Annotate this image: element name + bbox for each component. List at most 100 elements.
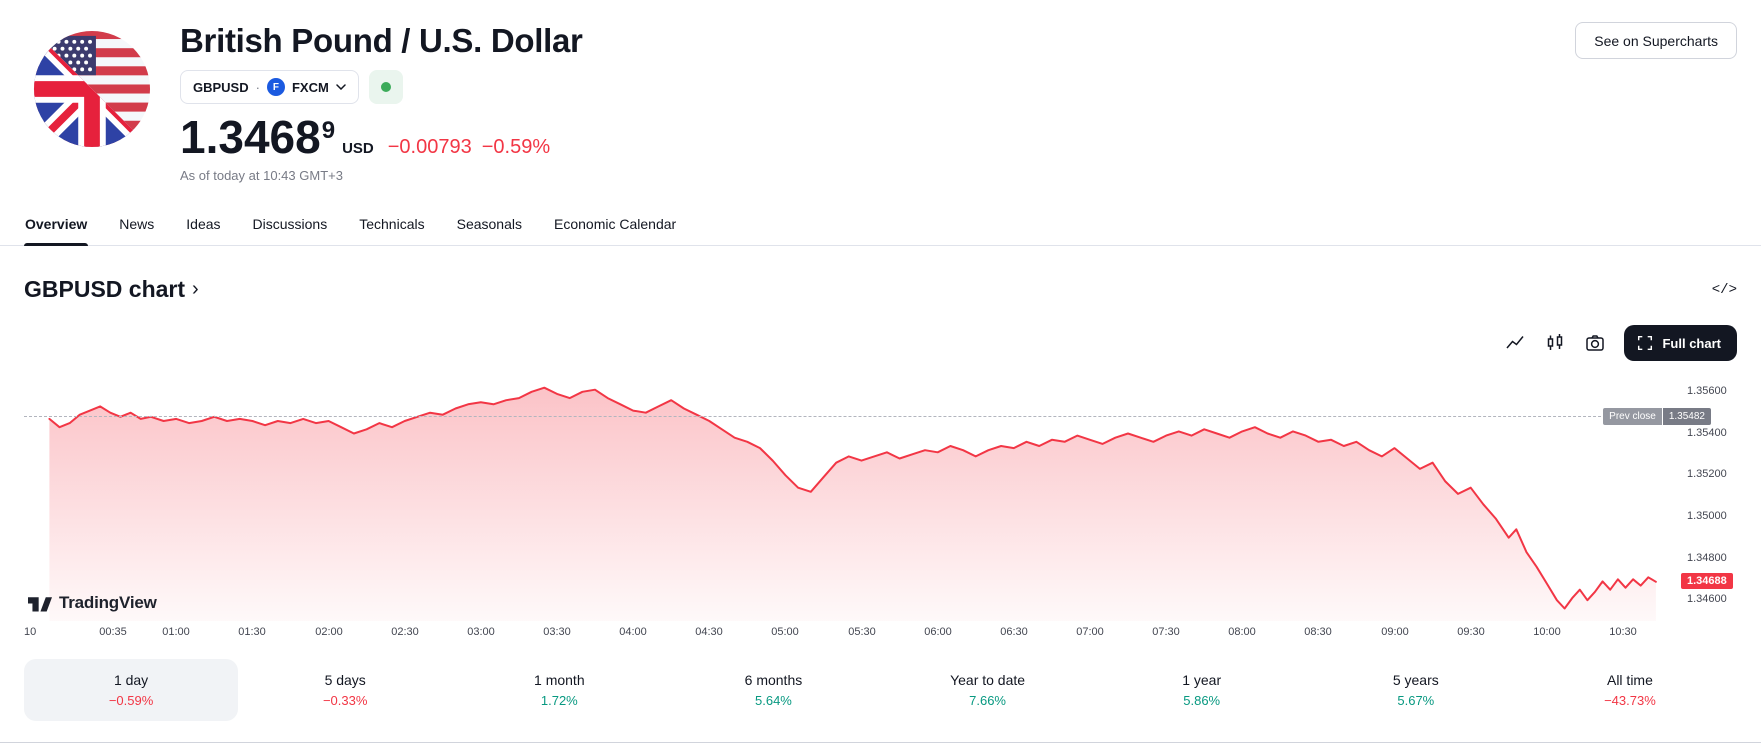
symbol-source-selector[interactable]: GBPUSD · F FXCM xyxy=(180,70,359,104)
time-axis-label: 10:00 xyxy=(1533,626,1561,638)
price-scale-label: 1.34600 xyxy=(1687,593,1727,606)
price-scale-label: 1.34800 xyxy=(1687,551,1727,564)
time-axis-label: 10 xyxy=(24,626,37,638)
time-axis-label: 04:00 xyxy=(619,626,647,638)
range-label: All time xyxy=(1606,672,1653,688)
time-axis-label: 02:30 xyxy=(391,626,419,638)
price-chart: TradingView Prev close 1.35482 1.34688 1… xyxy=(24,371,1737,621)
chart-section-title: GBPUSD chart xyxy=(24,276,186,302)
area-chart-style-button[interactable] xyxy=(1498,326,1532,360)
symbol-tabs: Overview News Ideas Discussions Technicals Se… xyxy=(0,207,1761,246)
price-change-percent: −0.59% xyxy=(481,136,551,158)
gbpusd-pair-flag-logo xyxy=(33,30,151,148)
time-axis-label: 03:00 xyxy=(467,626,495,638)
time-axis-label: 07:00 xyxy=(1076,626,1104,638)
time-axis-label: 04:30 xyxy=(695,626,723,638)
tradingview-watermark: TradingView xyxy=(28,593,157,613)
price-scale-label: 1.35200 xyxy=(1687,468,1727,481)
chart-toolbar: Full chart xyxy=(0,325,1761,361)
area-series xyxy=(48,386,1657,621)
prev-close-line xyxy=(24,416,1661,417)
price-change: −0.00793 −0.59% xyxy=(388,136,550,159)
tradingview-logo-icon xyxy=(28,596,52,611)
snapshot-button[interactable] xyxy=(1578,326,1612,360)
price-change-absolute: −0.00793 xyxy=(387,136,472,158)
tab-economic-calendar[interactable]: Economic Calendar xyxy=(553,207,677,245)
range-label: 5 years xyxy=(1392,672,1439,688)
chart-section: GBPUSD chart › </> xyxy=(0,276,1761,645)
range-label: Year to date xyxy=(950,672,1026,688)
time-range-bar: 1 day −0.59% 5 days −0.33% 1 month 1.72% 6 mon… xyxy=(24,659,1737,721)
range-label: 1 day xyxy=(113,672,149,688)
prev-close-badge: Prev close 1.35482 xyxy=(1603,408,1711,425)
range-change: 7.66% xyxy=(969,693,1006,708)
time-axis-label: 10:30 xyxy=(1609,626,1637,638)
time-axis-label: 08:30 xyxy=(1304,626,1332,638)
range-year-to-date[interactable]: Year to date 7.66% xyxy=(881,659,1095,721)
time-axis-label: 03:30 xyxy=(543,626,571,638)
range-change: −0.59% xyxy=(108,693,154,708)
see-on-supercharts-button[interactable]: See on Supercharts xyxy=(1575,22,1737,59)
tab-news[interactable]: News xyxy=(118,207,155,245)
range-change: 5.86% xyxy=(1183,693,1221,708)
tab-technicals[interactable]: Technicals xyxy=(358,207,425,245)
range-1-month[interactable]: 1 month 1.72% xyxy=(452,659,666,721)
chevron-right-icon: › xyxy=(192,278,199,300)
area-chart-icon xyxy=(1506,336,1525,349)
time-axis[interactable]: 10 00:35 01:00 01:30 02:00 02:30 03:00 03:30 04:… xyxy=(24,621,1661,645)
fullscreen-icon xyxy=(1638,335,1653,351)
price-scale-label: 1.35600 xyxy=(1687,384,1727,397)
chart-plot[interactable]: TradingView xyxy=(24,371,1661,621)
separator-dot: · xyxy=(255,79,260,95)
range-change: 5.67% xyxy=(1397,693,1435,708)
range-1-day[interactable]: 1 day −0.59% xyxy=(24,659,239,721)
time-axis-label: 06:00 xyxy=(924,626,952,638)
tab-overview[interactable]: Overview xyxy=(24,207,89,246)
full-chart-button[interactable]: Full chart xyxy=(1624,325,1737,361)
as-of-timestamp: As of today at 10:43 GMT+3 xyxy=(180,168,343,183)
symbol-code: GBPUSD xyxy=(193,79,249,95)
range-label: 5 days xyxy=(324,672,366,688)
range-change: 5.64% xyxy=(755,693,792,708)
symbol-row: GBPUSD · F FXCM xyxy=(180,70,1737,104)
range-label: 1 year xyxy=(1182,672,1222,688)
range-5-days[interactable]: 5 days −0.33% xyxy=(238,659,452,721)
range-change: −43.73% xyxy=(1604,693,1656,708)
tab-discussions[interactable]: Discussions xyxy=(252,207,329,245)
time-axis-label: 09:00 xyxy=(1381,626,1409,638)
price-scale-label: 1.35400 xyxy=(1687,426,1727,439)
page-title: British Pound / U.S. Dollar xyxy=(180,22,583,59)
embed-code-icon[interactable]: </> xyxy=(1711,281,1737,298)
last-price-fraction: 9 xyxy=(321,117,336,144)
price-currency: USD xyxy=(342,140,374,157)
range-6-months[interactable]: 6 months 5.64% xyxy=(666,659,880,721)
chart-section-title-link[interactable]: GBPUSD chart › xyxy=(24,276,199,303)
tradingview-logo-text: TradingView xyxy=(59,593,157,612)
time-axis-label: 09:30 xyxy=(1457,626,1485,638)
range-5-years[interactable]: 5 years 5.67% xyxy=(1309,659,1523,721)
range-1-year[interactable]: 1 year 5.86% xyxy=(1095,659,1309,721)
candlestick-style-button[interactable] xyxy=(1538,326,1572,360)
range-label: 1 month xyxy=(534,672,585,688)
time-axis-label: 08:00 xyxy=(1228,626,1256,638)
market-open-dot-icon xyxy=(380,82,391,92)
price-scale[interactable]: 1.34688 1.35600 1.35400 1.35200 1.35000 1.34… xyxy=(1661,371,1737,621)
chart-section-head: GBPUSD chart › </> xyxy=(0,276,1761,303)
tab-seasonals[interactable]: Seasonals xyxy=(456,207,523,245)
full-chart-label: Full chart xyxy=(1662,335,1721,351)
fxcm-exchange-logo-icon: F xyxy=(266,78,285,96)
tab-ideas[interactable]: Ideas xyxy=(185,207,221,245)
time-axis-label: 05:00 xyxy=(771,626,799,638)
range-change: −0.33% xyxy=(322,693,368,708)
time-axis-label: 01:30 xyxy=(238,626,266,638)
prev-close-value: 1.35482 xyxy=(1662,408,1711,425)
range-label: 6 months xyxy=(744,672,803,688)
time-axis-label: 00:35 xyxy=(99,626,127,638)
market-status-button[interactable] xyxy=(368,70,403,104)
price-scale-label: 1.35000 xyxy=(1687,509,1727,522)
time-axis-label: 02:00 xyxy=(315,626,343,638)
range-all-time[interactable]: All time −43.73% xyxy=(1523,659,1737,721)
last-price: 1.3468 xyxy=(180,111,321,163)
last-price-badge: 1.34688 xyxy=(1681,573,1733,589)
